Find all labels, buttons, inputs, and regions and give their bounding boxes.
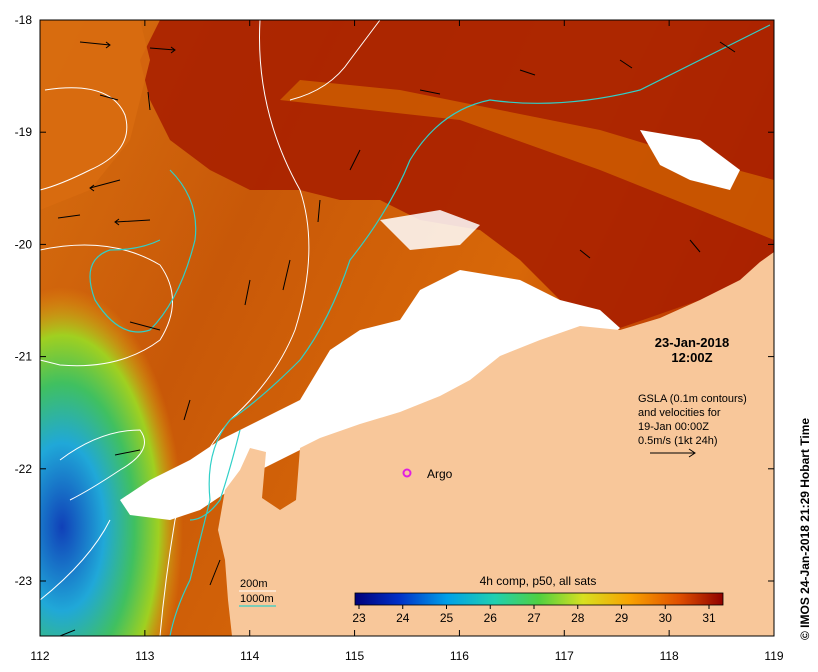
latitude-axis: -18 -19 -20 -21 -22 -23 <box>15 13 774 588</box>
gsla-note-line: GSLA (0.1m contours) <box>638 393 747 405</box>
colorbar-title: 4h comp, p50, all sats <box>480 574 597 588</box>
argo-float-marker <box>402 468 412 478</box>
colorbar-tick-label: 27 <box>527 611 541 625</box>
gsla-note-line: 0.5m/s (1kt 24h) <box>638 435 717 447</box>
map-date: 23-Jan-2018 <box>655 335 729 350</box>
lon-tick-label: 115 <box>345 649 364 663</box>
velocity-arrow <box>689 239 701 253</box>
cloud-mask-mid <box>380 210 480 250</box>
contour-legend-200m: 200m <box>240 578 268 590</box>
lat-tick-label: -19 <box>15 125 33 139</box>
cloud-mask <box>120 270 620 520</box>
gsla-contour <box>39 244 173 367</box>
velocity-arrow <box>244 279 251 306</box>
map-plot-area: Argo 23-Jan-2018 12:00Z GSLA (0.1m conto… <box>39 19 774 637</box>
colorbar-tick-label: 31 <box>702 611 716 625</box>
velocity-arrow <box>114 449 141 456</box>
bathymetry-contour-200m <box>89 169 197 333</box>
lon-tick-label: 113 <box>135 649 154 663</box>
lon-tick-label: 114 <box>240 649 259 663</box>
colorbar-tick-label: 26 <box>484 611 498 625</box>
lon-tick-label: 112 <box>30 649 49 663</box>
velocity-arrow <box>59 629 76 637</box>
colorbar-tick-label: 29 <box>615 611 629 625</box>
cloud-mask-north <box>640 130 740 190</box>
land-mass <box>218 252 774 636</box>
lat-tick-label: -23 <box>15 574 33 588</box>
velocity-arrow <box>89 179 121 192</box>
colorbar-tick-label: 23 <box>352 611 366 625</box>
colorbar-ticks: 23 24 25 26 27 28 29 30 31 <box>352 605 716 625</box>
contour-legend-1000m: 1000m <box>240 593 274 605</box>
colorbar: 4h comp, p50, all sats 23 24 25 26 27 28 29 30 3… <box>352 574 724 625</box>
velocity-arrow <box>114 218 151 226</box>
argo-label: Argo <box>427 467 453 481</box>
gsla-note-line: and velocities for <box>638 407 721 419</box>
gsla-contour <box>39 87 128 191</box>
velocity-arrow <box>129 321 161 331</box>
map-frame-border <box>39 19 775 637</box>
colorbar-tick-label: 30 <box>659 611 673 625</box>
lon-tick-label: 118 <box>660 649 679 663</box>
lat-tick-label: -22 <box>15 462 33 476</box>
imos-credit: © IMOS 24-Jan-2018 21:29 Hobart Time <box>798 418 812 640</box>
velocity-arrow <box>579 249 591 259</box>
gsla-contour <box>39 519 111 601</box>
colorbar-gradient <box>354 592 724 606</box>
bathymetry-contour-200m <box>189 429 241 521</box>
colorbar-tick-label: 24 <box>396 611 410 625</box>
cold-water-region <box>40 200 260 636</box>
velocity-arrow <box>419 89 441 95</box>
lat-tick-label: -18 <box>15 13 33 27</box>
velocity-arrow <box>519 69 536 76</box>
contour-legend: 200m 1000m <box>239 578 276 607</box>
velocity-scale-arrow <box>650 448 696 458</box>
gsla-contour <box>289 19 381 101</box>
velocity-arrow <box>619 59 633 69</box>
gsla-contour <box>59 429 145 501</box>
velocity-arrow <box>149 46 176 54</box>
lat-tick-label: -20 <box>15 237 33 251</box>
longitude-axis: 112 113 114 115 116 117 118 119 <box>30 20 784 663</box>
map-time: 12:00Z <box>671 350 712 365</box>
velocity-arrow <box>147 91 151 111</box>
velocity-arrow <box>57 214 81 219</box>
velocity-arrow <box>99 94 119 101</box>
lon-tick-label: 116 <box>450 649 469 663</box>
velocity-arrows <box>57 41 736 637</box>
lat-tick-label: -21 <box>15 350 33 364</box>
gsla-note-line: 19-Jan 00:00Z <box>638 421 709 433</box>
velocity-arrow <box>79 41 111 49</box>
velocity-arrow <box>209 559 221 586</box>
colorbar-tick-label: 28 <box>571 611 585 625</box>
velocity-arrow <box>282 259 291 291</box>
velocity-arrow <box>317 199 321 223</box>
velocity-arrow <box>349 149 361 171</box>
velocity-arrow <box>183 399 191 421</box>
velocity-arrow <box>719 41 736 53</box>
lon-tick-label: 117 <box>555 649 574 663</box>
colorbar-tick-label: 25 <box>440 611 454 625</box>
gsla-contour <box>159 19 310 637</box>
credit-text: © IMOS 24-Jan-2018 21:29 Hobart Time <box>798 418 812 640</box>
lon-tick-label: 119 <box>764 649 783 663</box>
warm-water-band-2 <box>40 20 150 210</box>
